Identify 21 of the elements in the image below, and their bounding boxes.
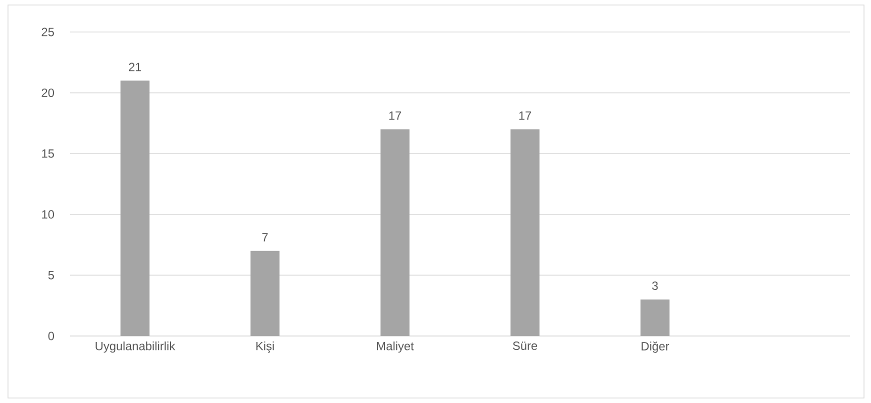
bar <box>640 300 670 336</box>
x-tick-label: Diğer <box>642 342 670 353</box>
x-tick-label: Uygulanabilirlik <box>96 342 176 353</box>
data-label: 21 <box>128 62 142 72</box>
y-tick-label: 15 <box>42 149 54 158</box>
data-label: 17 <box>389 112 402 120</box>
x-tick-label: Süre <box>512 342 538 350</box>
x-tick-label: Maliyet <box>377 342 414 353</box>
bar <box>250 250 280 336</box>
y-tick-label: 10 <box>42 210 54 219</box>
y-tick-label: 0 <box>48 332 54 340</box>
data-label: 17 <box>519 112 532 120</box>
data-label: 3 <box>652 282 658 290</box>
y-tick-label: 25 <box>42 28 54 36</box>
y-tick-label: 5 <box>48 271 54 280</box>
y-tick-label: 20 <box>42 88 54 98</box>
bar <box>380 129 410 336</box>
bar <box>120 80 150 336</box>
data-label: 7 <box>262 233 268 242</box>
bar <box>510 129 540 336</box>
x-tick-label: Kişi <box>256 342 274 353</box>
